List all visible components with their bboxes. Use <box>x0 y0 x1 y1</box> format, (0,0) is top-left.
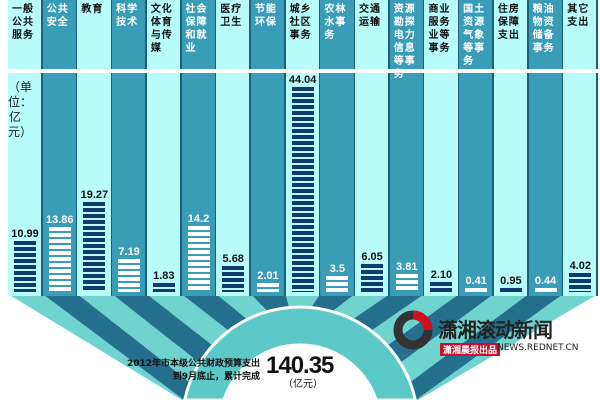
category-column: 国土资源气象等事务 0.41 <box>459 0 495 296</box>
bar <box>569 273 592 292</box>
caption-line-1: 2012年市本级公共财政预算支出 <box>126 359 260 369</box>
bar <box>187 225 210 292</box>
value-label: 14.2 <box>187 212 210 225</box>
bar <box>430 282 453 292</box>
fan-ray <box>181 294 248 331</box>
value-label: 2.10 <box>430 269 453 282</box>
category-label: 社会保障和就业 <box>185 4 208 54</box>
value-label: 3.5 <box>329 262 345 275</box>
category-label: 农林水事务 <box>324 4 347 41</box>
category-label: 一般公共服务 <box>12 4 34 41</box>
value-label: 4.02 <box>569 260 591 273</box>
category-label: 医疗卫生 <box>220 4 243 28</box>
category-column: 社会保障和就业 14.2 <box>181 0 217 296</box>
header-divider <box>0 69 600 73</box>
category-label: 资源勘探电力信息等事务 <box>393 4 416 80</box>
fan-ray <box>352 294 425 331</box>
value-label: 13.86 <box>45 214 74 227</box>
summary-caption: 2012年市本级公共财政预算支出 到9月底止，累计完成 <box>100 358 260 384</box>
category-column: 交通运输 6.05 <box>355 0 391 296</box>
category-column: 医疗卫生 5.68 <box>216 0 252 296</box>
category-label: 住房保障支出 <box>497 4 520 41</box>
category-column: 资源勘探电力信息等事务 3.81 <box>389 0 425 296</box>
logo-title: 潇湘滚动新闻 <box>438 318 553 342</box>
total-unit: （亿元） <box>283 379 323 390</box>
fan-ray <box>400 294 529 383</box>
bar <box>499 287 522 292</box>
value-label: 10.99 <box>11 227 39 240</box>
fan-ray <box>112 294 213 363</box>
bar <box>361 263 384 292</box>
bar <box>256 282 279 292</box>
category-column: 粮油物资储备事务 0.44 <box>528 0 564 296</box>
category-label: 商业服务业等事务 <box>428 4 451 54</box>
bar <box>14 240 36 292</box>
logo-subtitle: 潇湘晨报出品 <box>440 343 501 356</box>
fan-ray <box>77 294 200 383</box>
fan-ray <box>146 294 229 346</box>
bar <box>395 274 418 292</box>
category-label: 教育 <box>81 4 104 15</box>
unit-label: （单位：亿元） <box>8 80 33 139</box>
category-column: 文化体育与传媒 1.83 <box>146 0 183 296</box>
total-value: 140.35 <box>266 352 334 379</box>
bar <box>118 258 141 292</box>
fan-ray <box>415 294 598 400</box>
bar <box>48 227 71 292</box>
bar <box>326 275 349 292</box>
caption-line-2: 到9月底止，累计完成 <box>172 372 260 382</box>
fan-ray <box>310 294 356 312</box>
category-label: 城乡社区事务 <box>289 4 312 41</box>
category-label: 其它支出 <box>567 4 590 28</box>
fan-ray <box>8 294 185 400</box>
fan-ray <box>250 294 290 312</box>
value-label: 1.83 <box>153 270 175 283</box>
fan-ray <box>285 294 321 308</box>
bar <box>534 288 557 292</box>
value-label: 0.41 <box>465 275 487 287</box>
category-column: 商业服务业等事务 2.10 <box>424 0 460 296</box>
logo-ring-icon <box>393 310 433 350</box>
summary-ring-center <box>224 345 376 400</box>
category-label: 节能环保 <box>254 4 277 28</box>
logo-url: NEWS.REDNET.CN <box>497 343 579 353</box>
value-label: 0.95 <box>500 274 522 287</box>
category-column: 节能环保 2.01 <box>250 0 287 296</box>
category-column: 科学技术 7.19 <box>112 0 148 296</box>
category-column: 住房保障支出 0.95 <box>493 0 530 296</box>
bar <box>152 283 175 292</box>
value-label: 5.68 <box>222 252 244 265</box>
value-label: 6.05 <box>361 250 383 263</box>
fan-ray <box>332 294 390 320</box>
bar <box>291 87 314 292</box>
fan-ray <box>42 294 190 400</box>
category-label: 公共安全 <box>46 4 69 28</box>
value-label: 3.81 <box>396 261 418 274</box>
value-label: 2.01 <box>257 269 279 282</box>
category-column: 城乡社区事务 44.04 <box>285 0 321 296</box>
fan-ray <box>371 294 460 346</box>
category-label: 国土资源气象等事务 <box>463 4 486 67</box>
category-label: 粮油物资储备事务 <box>532 4 555 54</box>
value-label: 19.27 <box>80 189 109 202</box>
category-column: 农林水事务 3.5 <box>320 0 356 296</box>
fan-ray <box>216 294 268 320</box>
category-column: 一般公共服务 10.99 <box>8 0 44 296</box>
bar <box>222 265 245 292</box>
category-label: 文化体育与传媒 <box>150 4 173 54</box>
value-label: 44.04 <box>288 74 317 86</box>
bar <box>83 202 106 292</box>
category-column: 公共安全 13.86 <box>42 0 78 296</box>
value-label: 7.19 <box>118 245 140 258</box>
category-column: 教育 19.27 <box>77 0 113 296</box>
value-label: 0.44 <box>534 275 557 287</box>
category-label: 科学技术 <box>116 4 139 28</box>
bar <box>465 288 488 292</box>
category-column: 其它支出 4.02 <box>563 0 599 296</box>
category-label: 交通运输 <box>359 4 382 28</box>
